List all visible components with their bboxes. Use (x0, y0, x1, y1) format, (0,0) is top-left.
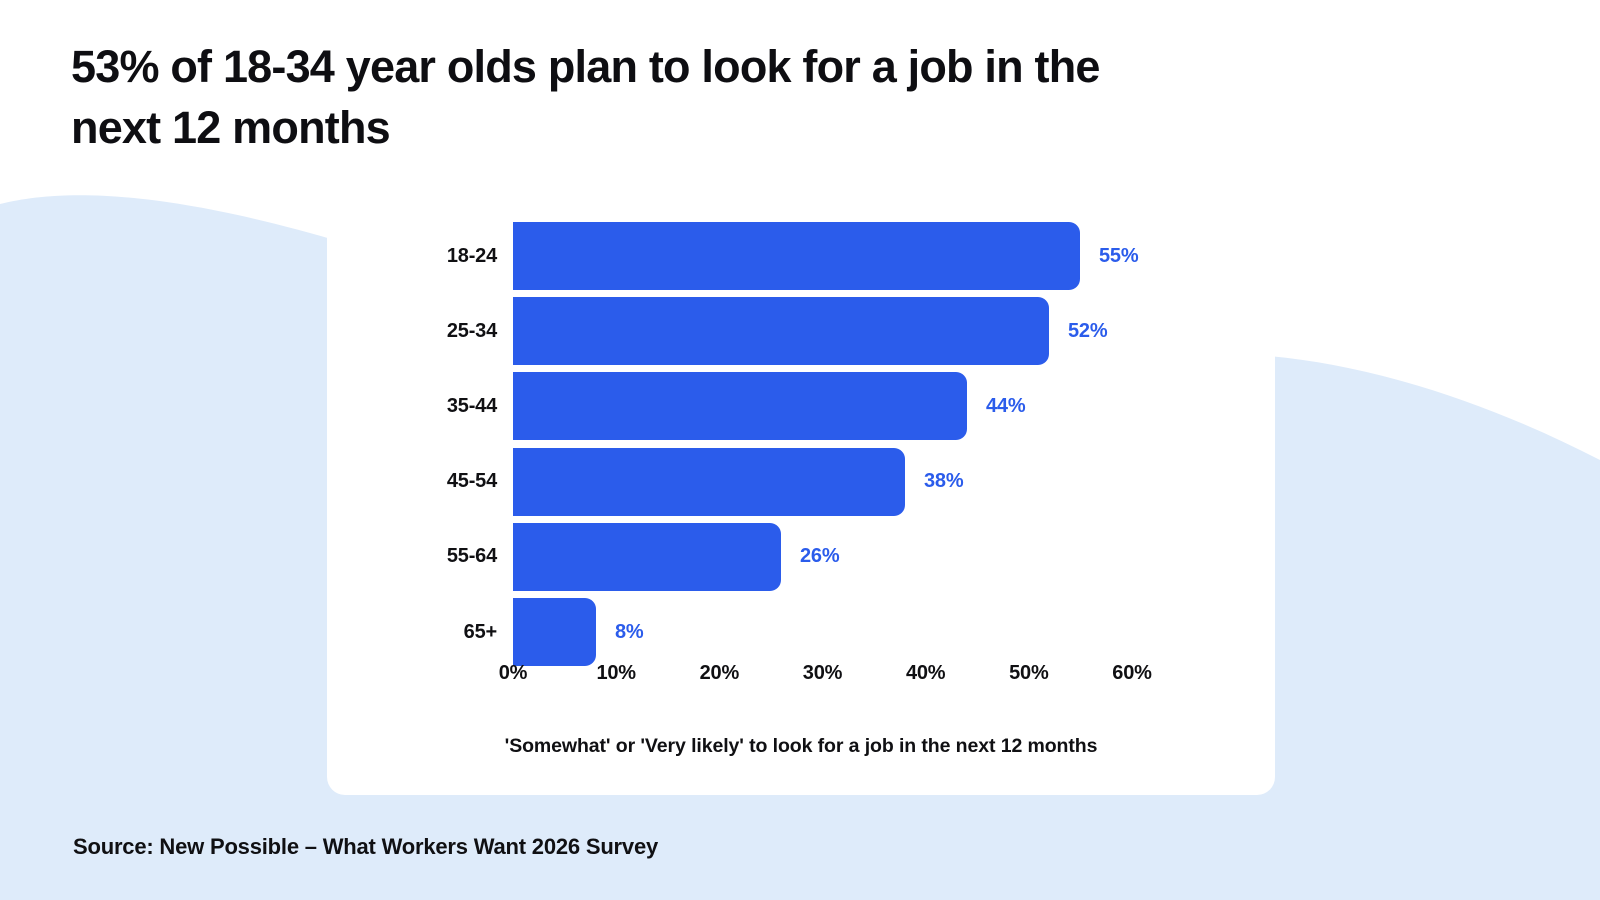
bar (513, 522, 781, 591)
x-axis-tick-label: 50% (1009, 662, 1049, 684)
x-axis-tick-label: 30% (802, 662, 843, 684)
bar-value-label: 26% (800, 545, 840, 568)
page-title-line-2: next 12 months (71, 102, 391, 153)
chart-row: 35-44 44% (327, 372, 1275, 441)
x-axis-tick-label: 40% (905, 662, 946, 684)
bar (513, 598, 596, 666)
category-label: 65+ (463, 620, 498, 643)
bar-value-label: 44% (986, 394, 1026, 417)
chart-row: 25-34 52% (327, 297, 1275, 366)
chart-row: 55-64 26% (327, 522, 1275, 591)
chart-row: 45-54 38% (327, 447, 1275, 516)
source-attribution: Source: New Possible – What Workers Want… (73, 834, 659, 859)
bar (513, 297, 1049, 366)
x-axis-tick-label: 10% (596, 662, 636, 684)
category-label: 35-44 (446, 394, 497, 417)
category-label: 45-54 (446, 470, 497, 493)
bar-value-label: 8% (615, 620, 644, 643)
x-axis-tick-label: 60% (1112, 662, 1152, 684)
bar-value-label: 38% (924, 470, 964, 493)
category-label: 55-64 (446, 545, 497, 568)
chart-caption: 'Somewhat' or 'Very likely' to look for … (504, 735, 1098, 757)
chart-row: 18-24 55% (327, 222, 1275, 290)
bar-value-label: 55% (1099, 244, 1139, 267)
bar-value-label: 52% (1068, 319, 1108, 342)
category-label: 18-24 (446, 244, 497, 267)
chart-card: 18-24 55% 25-34 52% 35-44 44% 45-54 38% 55-64 26%… (327, 192, 1275, 795)
chart-row: 65+ 8% (327, 598, 1275, 666)
x-axis-tick-label: 20% (699, 662, 740, 684)
category-label: 25-34 (446, 319, 497, 342)
bar (513, 222, 1080, 290)
bar-chart: 18-24 55% 25-34 52% 35-44 44% 45-54 38% 55-64 26%… (327, 192, 1275, 795)
bar (513, 447, 905, 516)
page-title-line-1: 53% of 18-34 year olds plan to look for … (71, 41, 1100, 92)
x-axis-tick-label: 0% (498, 662, 528, 684)
page-title: 53% of 18-34 year olds plan to look for … (71, 36, 1100, 158)
bar (513, 372, 967, 441)
